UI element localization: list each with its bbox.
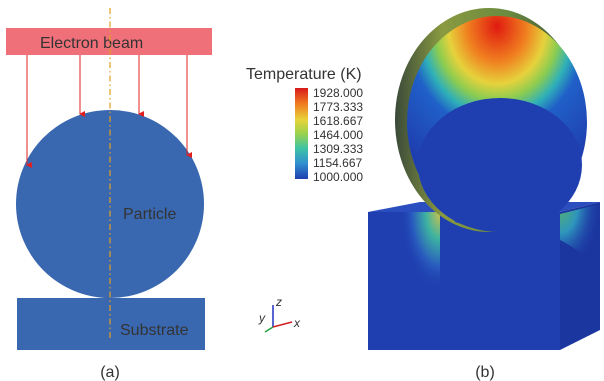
- substrate-block: [17, 298, 205, 350]
- substrate-front-face: [368, 212, 560, 350]
- legend-title: Temperature (K): [246, 66, 362, 83]
- panel-a: Electron beam Particle Substrate (a): [6, 8, 212, 381]
- x-axis-label: x: [293, 316, 301, 330]
- particle-circle: [16, 110, 204, 298]
- x-axis-line: [272, 321, 293, 328]
- caption-b: (b): [475, 364, 495, 381]
- legend-tick-label: 1309.333: [313, 142, 363, 156]
- temperature-legend: Temperature (K) 1928.0001773.3331618.667…: [246, 66, 363, 184]
- legend-tick-label: 1154.667: [313, 156, 362, 170]
- substrate-label: Substrate: [120, 322, 189, 339]
- sphere-cold-disk: [418, 98, 582, 232]
- electron-beam-bar: [6, 28, 212, 55]
- legend-ticks: 1928.0001773.3331618.6671464.0001309.333…: [313, 86, 363, 184]
- legend-tick-label: 1618.667: [313, 114, 363, 128]
- axis-triad: z y x: [258, 295, 301, 333]
- y-axis-label: y: [258, 311, 266, 325]
- substrate-hot-edge-right: [560, 204, 600, 270]
- colorbar: [295, 88, 308, 179]
- y-axis-line: [264, 326, 274, 333]
- electron-beam-label: Electron beam: [40, 35, 143, 52]
- particle-label: Particle: [123, 206, 176, 223]
- panel-b-model: (b): [368, 8, 600, 381]
- caption-a: (a): [100, 364, 120, 381]
- legend-tick-label: 1000.000: [313, 170, 363, 184]
- z-axis-label: z: [275, 295, 282, 309]
- legend-tick-label: 1464.000: [313, 128, 363, 142]
- substrate-hot-edge-left: [400, 212, 440, 290]
- legend-tick-label: 1928.000: [313, 86, 363, 100]
- legend-tick-label: 1773.333: [313, 100, 363, 114]
- sphere-contact: [455, 212, 540, 229]
